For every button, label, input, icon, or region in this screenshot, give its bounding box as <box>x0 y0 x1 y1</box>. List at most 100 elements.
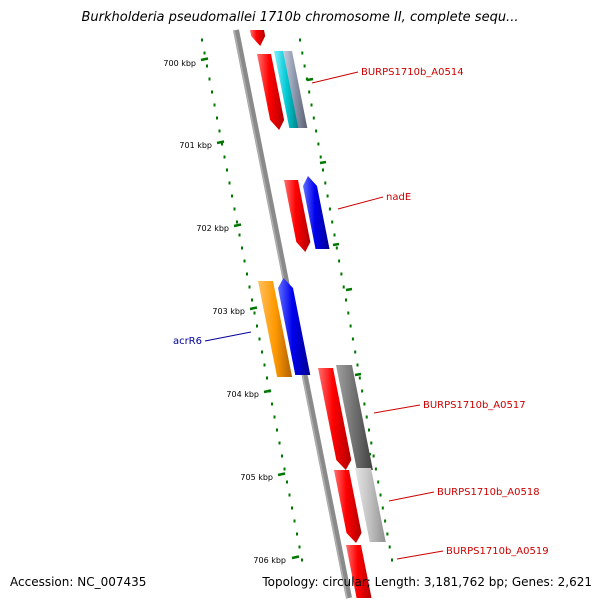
gene-label-a0514[interactable]: BURPS1710b_A0514 <box>361 67 464 78</box>
scale-dot <box>303 64 306 68</box>
connector-acrr6 <box>204 331 252 342</box>
scale-dot <box>372 454 375 458</box>
tick-label: 705 kbp <box>240 473 273 482</box>
scale-dot <box>291 506 293 510</box>
scale-dot <box>203 51 206 55</box>
gene-a0518-red[interactable] <box>334 470 362 543</box>
scale-dot <box>266 376 268 380</box>
gene-a0519-red[interactable] <box>346 545 372 598</box>
gene-label-a0517[interactable]: BURPS1710b_A0517 <box>423 400 526 411</box>
gene-a0514-red[interactable] <box>257 54 285 130</box>
scale-dot <box>386 532 389 536</box>
scale-dot <box>363 402 366 406</box>
scale-dot <box>322 168 324 172</box>
scale-dot <box>273 415 276 419</box>
gene-acrr6-blue[interactable] <box>277 278 311 375</box>
scale-dot <box>206 64 208 68</box>
scale-dot <box>236 220 238 224</box>
scale-dot <box>317 142 320 146</box>
gene-label-nade[interactable]: nadE <box>386 192 411 203</box>
tick-mark <box>277 472 286 477</box>
scale-dot <box>223 155 226 159</box>
gene-a0517-red[interactable] <box>318 368 352 470</box>
tick-mark <box>263 389 272 394</box>
connector-a0517 <box>373 404 421 414</box>
scale-dot <box>335 246 338 250</box>
scale-dot <box>326 194 329 198</box>
gene-label-acrr6[interactable]: acrR6 <box>173 336 202 347</box>
scale-dot <box>221 142 223 146</box>
connector-a0514 <box>311 71 359 84</box>
scale-dot <box>331 220 334 224</box>
scale-dot <box>370 441 373 445</box>
scale-dot <box>228 181 231 185</box>
tick-mark <box>216 140 225 145</box>
gene-nade-blue[interactable] <box>302 176 330 249</box>
gene-a0517-grey[interactable] <box>336 365 373 470</box>
scale-dot <box>345 298 347 302</box>
scale-dot <box>368 428 370 432</box>
tick-label: 704 kbp <box>226 390 259 399</box>
scale-dotted-arcs <box>201 38 393 562</box>
scale-dot <box>233 207 236 211</box>
tick-label: 706 kbp <box>253 556 286 565</box>
scale-dot <box>361 389 364 393</box>
scale-dot <box>231 194 233 198</box>
connector-a0518 <box>388 491 435 502</box>
scale-dot <box>251 298 253 302</box>
scale-dot <box>208 77 211 81</box>
gene-label-a0519[interactable]: BURPS1710b_A0519 <box>446 546 549 557</box>
scale-dot <box>298 545 301 549</box>
scale-dot <box>301 51 304 55</box>
connector-nade <box>337 196 384 210</box>
scale-dot <box>238 233 241 237</box>
tick-mark <box>354 372 362 377</box>
scale-dot <box>278 441 281 445</box>
gene-top-fragment[interactable] <box>250 30 266 46</box>
scale-dot <box>328 207 331 211</box>
connector-a0519 <box>396 550 444 560</box>
scale-dot <box>351 337 354 341</box>
scale-dot <box>218 129 221 133</box>
gene-a0518-lightgrey[interactable] <box>355 468 386 542</box>
scale-dot <box>312 116 315 120</box>
tick-labels: 700 kbp 701 kbp 702 kbp 703 kbp 704 kbp … <box>163 59 286 565</box>
accession-text: Accession: NC_007435 <box>10 575 147 589</box>
scale-dot <box>211 90 213 94</box>
tick-mark <box>345 287 353 292</box>
scale-dot <box>338 259 341 263</box>
scale-dot <box>340 272 343 276</box>
scale-dot <box>213 103 216 107</box>
scale-dot <box>258 337 261 341</box>
scale-dot <box>248 285 251 289</box>
scale-dot <box>216 116 218 120</box>
scale-dot <box>381 506 384 510</box>
scale-dot <box>388 545 391 549</box>
scale-dot <box>377 480 380 484</box>
gene-a0514-cyan[interactable] <box>274 51 300 128</box>
scale-dot <box>261 350 263 354</box>
scale-dot <box>256 324 258 328</box>
scale-dot <box>263 363 266 367</box>
scale-dot <box>324 181 327 185</box>
gene-label-a0518[interactable]: BURPS1710b_A0518 <box>437 487 540 498</box>
scale-dot <box>299 38 301 42</box>
scale-dot <box>333 233 336 237</box>
tick-mark <box>332 242 340 247</box>
tick-mark <box>233 223 242 228</box>
gene-a0514-slate[interactable] <box>283 51 308 128</box>
tick-label: 702 kbp <box>196 224 229 233</box>
scale-dot <box>342 285 345 289</box>
scale-dot <box>243 259 246 263</box>
scale-dot <box>365 415 368 419</box>
scale-dot <box>286 480 288 484</box>
scale-dot <box>315 129 318 133</box>
gene-acrr6-orange[interactable] <box>258 281 293 377</box>
gene-nade-red[interactable] <box>284 180 311 252</box>
scale-dot <box>201 38 203 42</box>
scale-dot <box>226 168 228 172</box>
tick-mark <box>306 77 314 82</box>
scale-dot <box>288 493 291 497</box>
